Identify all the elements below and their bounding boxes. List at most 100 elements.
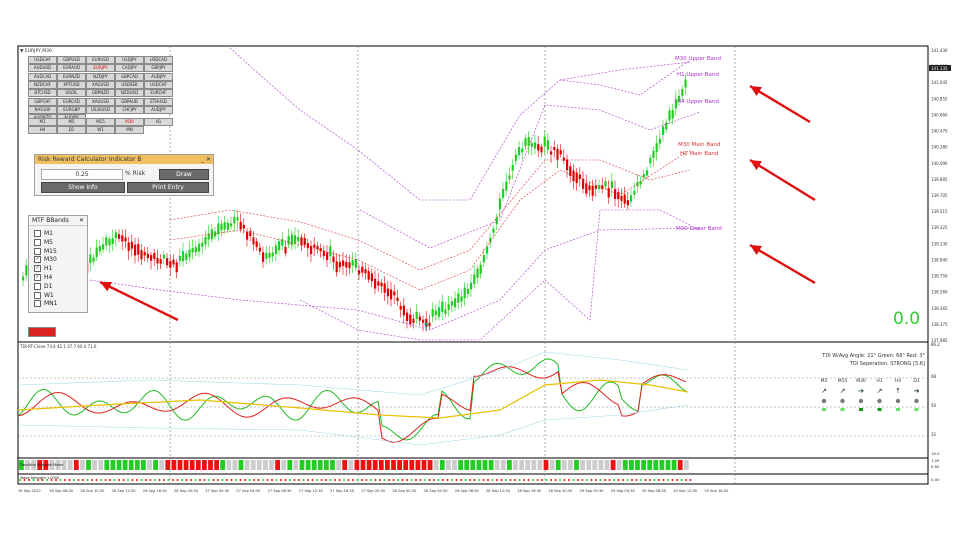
symbol-button-us30usd[interactable]: US30USD [86, 105, 115, 114]
symbol-button-eurgbp[interactable]: EURGBP [57, 105, 86, 114]
symbol-button-gbpchf[interactable]: GBPCHF [28, 97, 57, 106]
symbol-button-gbpaud[interactable]: GBPAUD [115, 97, 144, 106]
symbol-button-eurcad[interactable]: EURCAD [57, 97, 86, 106]
candle [505, 181, 508, 191]
symbol-button-xptusd[interactable]: XPTUSD [57, 80, 86, 89]
symbol-button-usdjpy[interactable]: USDJPY [115, 56, 144, 64]
close-icon[interactable]: ✕ [78, 217, 84, 224]
strength-bar [299, 460, 305, 470]
strength-bar [55, 460, 61, 470]
candle [498, 198, 501, 210]
checkbox-icon[interactable]: ✓ [34, 265, 41, 273]
strength-bar [244, 460, 250, 470]
symbol-button-eurnzd[interactable]: EURNZD [57, 72, 86, 81]
timeframe-button-m1[interactable]: M1 [28, 118, 57, 126]
timeframe-button-m30[interactable]: M30 [115, 118, 144, 126]
mtf-bbands-panel[interactable]: MTF BBands ✕ M1 M5 M15 ✓ M30 ✓ H1 ✓ H4 D1 W1 MN1 [28, 215, 88, 313]
mtf-checkbox-m5[interactable]: M5 [34, 238, 53, 247]
symbol-button-euraud[interactable]: EURAUD [57, 64, 86, 73]
symbol-button-chfjpy[interactable]: CHFJPY [115, 105, 144, 114]
candle [310, 246, 313, 255]
symbol-button-xauusd[interactable]: XAUUSD [86, 97, 115, 106]
symbol-button-gbpjpy[interactable]: GBPJPY [144, 64, 173, 73]
symbol-button-nzdusd[interactable]: NZDUSD [115, 89, 144, 98]
symbol-button-btcusd[interactable]: BTCUSD [28, 89, 57, 98]
risk-reward-header[interactable]: Risk Reward Calculator Indicator B _ ✕ [35, 155, 213, 164]
checkbox-icon[interactable]: ✓ [34, 274, 41, 281]
wave-dot [685, 479, 687, 481]
candle [399, 305, 402, 310]
symbol-button-usoil[interactable]: USOIL [57, 89, 86, 98]
close-icon[interactable]: ✕ [205, 156, 211, 163]
symbol-button-nas100[interactable]: NAS100 [28, 105, 57, 114]
timeframe-button-w1[interactable]: W1 [86, 126, 115, 135]
annotation-arrowhead [750, 245, 762, 255]
sub-axis-label: 0.80 [931, 464, 940, 469]
checkbox-icon[interactable] [34, 238, 41, 246]
strength-bar [208, 460, 213, 470]
candle [262, 252, 265, 262]
indicator-toggle-button[interactable] [28, 327, 56, 337]
timeframe-button-m15[interactable]: M15 [86, 118, 115, 126]
candle [610, 181, 613, 189]
symbol-button-usdchf[interactable]: USDCHF [28, 56, 57, 64]
symbol-button-eurusd[interactable]: EURUSD [86, 56, 115, 64]
symbol-button-xagusd[interactable]: XAGUSD [86, 80, 115, 89]
candle [642, 174, 645, 178]
checkbox-icon[interactable] [34, 247, 41, 255]
symbol-button-ethusd[interactable]: ETHUSD [144, 97, 173, 106]
mtf-checkbox-d1[interactable]: D1 [34, 282, 52, 291]
checkbox-icon[interactable] [34, 300, 41, 308]
symbol-button-gbpnzd[interactable]: GBPNZD [86, 89, 115, 98]
timeframe-button-h4[interactable]: H4 [28, 126, 57, 135]
checkbox-icon[interactable] [34, 291, 41, 299]
wave-dot [658, 479, 660, 481]
mtf-checkbox-m15[interactable]: M15 [34, 247, 57, 256]
symbol-button-usdcad[interactable]: USDCAD [144, 56, 173, 64]
risk-reward-panel[interactable]: Risk Reward Calculator Indicator B _ ✕ 0… [34, 154, 214, 196]
symbol-button-usdsek[interactable]: USDSEK [115, 80, 144, 89]
checkbox-icon[interactable]: ✓ [34, 256, 41, 264]
symbol-button-cadjpy[interactable]: CADJPY [115, 64, 144, 73]
symbol-button-gbpcad[interactable]: GBPCAD [115, 72, 144, 81]
mtf-checkbox-m30[interactable]: ✓ M30 [34, 256, 57, 264]
symbol-button-eurchf[interactable]: EURCHF [144, 89, 173, 98]
symbol-button-nzdchf[interactable]: NZDCHF [28, 80, 57, 89]
symbol-button-eurjpy[interactable]: EURJPY [86, 64, 115, 73]
show-info-button[interactable]: Show Info [41, 182, 125, 193]
symbol-button-audjpy[interactable]: AUDJPY [144, 105, 173, 114]
risk-input[interactable]: 0.25 [41, 169, 123, 180]
symbol-button-gbpusd[interactable]: GBPUSD [57, 56, 86, 64]
time-axis-label: 28 Sep 12:30 [486, 489, 511, 493]
strength-bar [653, 460, 659, 470]
timeframe-button-h1[interactable]: H1 [144, 118, 173, 126]
candle [636, 182, 639, 187]
minimize-icon[interactable]: _ [201, 156, 204, 163]
draw-button[interactable]: Draw [159, 169, 209, 180]
mtf-checkbox-h4[interactable]: ✓ H4 [34, 274, 52, 282]
checkbox-icon[interactable] [34, 282, 41, 290]
price-axis-label: 140.470 [931, 129, 948, 134]
symbol-button-nzdjpy[interactable]: NZDJPY [86, 72, 115, 81]
tdi-market-base [17, 379, 689, 419]
strength-bar [73, 460, 79, 470]
checkbox-icon[interactable] [34, 230, 41, 237]
symbol-button-audcad[interactable]: AUDCAD [28, 72, 57, 81]
mtf-checkbox-mn1[interactable]: MN1 [34, 300, 57, 308]
price-axis-label: 140.660 [931, 112, 948, 117]
mtf-checkbox-label: MN1 [44, 300, 58, 308]
timeframe-button-d1[interactable]: D1 [57, 126, 86, 135]
tdi-signal-square [859, 408, 863, 411]
symbol-button-audusd[interactable]: AUDUSD [28, 64, 57, 73]
print-entry-button[interactable]: Print Entry [127, 182, 209, 193]
symbol-button-usdchf[interactable]: USDCHF [144, 80, 173, 89]
mtf-checkbox-h1[interactable]: ✓ H1 [34, 265, 52, 273]
timeframe-button-mn[interactable]: MN [115, 126, 144, 135]
symbol-button-audjpy[interactable]: AUDJPY [144, 72, 173, 81]
timeframe-button-m5[interactable]: M5 [57, 118, 86, 126]
mtf-checkbox-m1[interactable]: M1 [34, 230, 53, 238]
candle [294, 235, 297, 244]
mtf-checkbox-w1[interactable]: W1 [34, 291, 54, 300]
strength-bar [122, 460, 128, 470]
